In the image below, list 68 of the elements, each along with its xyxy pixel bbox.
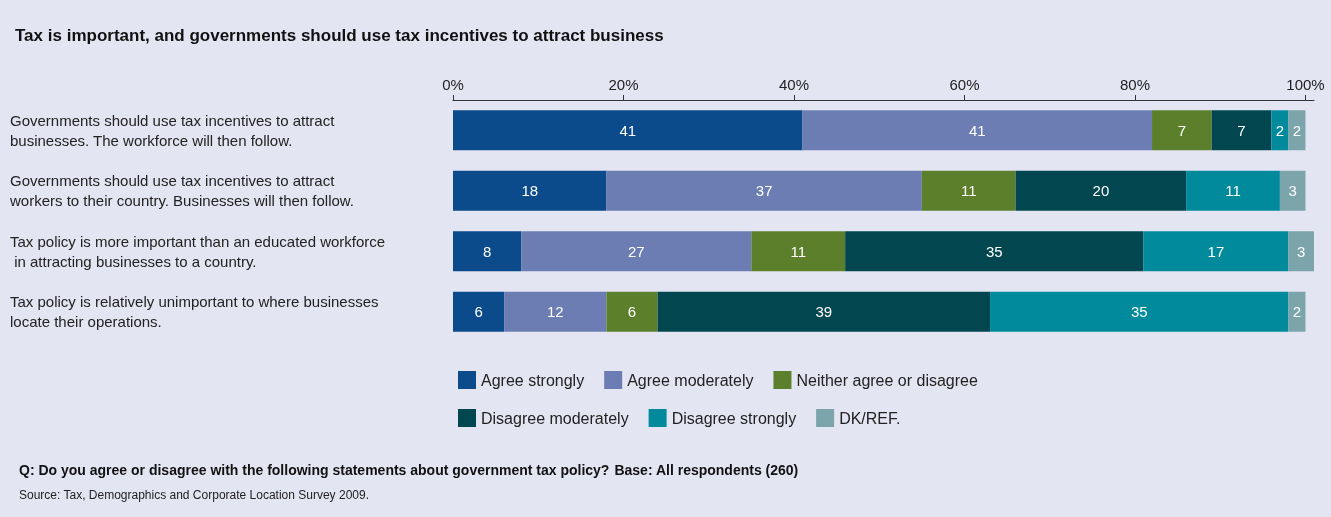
y-tick-label: Governments should use tax incentives to attract businesses. The workforce will then follow. [10,111,339,149]
data-label: 7 [1177,121,1187,139]
data-label: 41 [619,121,637,139]
data-label: 20 [1092,182,1110,200]
data-label: 6 [474,303,483,321]
text: Q: Do you agree or disagree with the following statements about government tax policy? [19,462,610,478]
bar [1271,110,1289,151]
data-label: 17 [1207,242,1225,260]
bar [1186,170,1280,211]
data-label: 27 [627,242,645,260]
data-label: 6 [627,303,637,321]
bar [845,231,1144,272]
bar [453,170,607,211]
data-label: 18 [521,182,539,200]
data-label: 35 [1130,303,1148,321]
x-tick-label: 20% [608,76,639,93]
bar [1152,110,1212,151]
data-label: 2 [1275,121,1285,139]
data-label: 7 [1237,121,1246,139]
bar [1288,110,1306,151]
bar [606,291,658,332]
x-tick-label: 40% [778,76,810,93]
bar [606,170,922,211]
data-label: 3 [1288,182,1297,200]
x-tick-label: 100% [1286,76,1325,93]
data-label: 2 [1292,121,1302,139]
bar [521,231,752,272]
y-tick-label: Tax policy is relatively unimportant to where businesses locate their operations. [10,293,383,331]
bar [990,291,1289,332]
data-label: 37 [755,182,773,200]
legend-label: DK/REF. [839,409,901,427]
bar [453,110,803,151]
legend-label: Neither agree or disagree [796,371,978,389]
legend-label: Agree moderately [627,371,754,389]
legend-label: Disagree strongly [671,409,797,427]
chart-title: Tax is important, and governments should use tax incentives to attract business [15,26,664,45]
bar [1288,291,1306,332]
y-tick-label: Governments should use tax incentives to attract workers to their country. Businesses will then follow. [9,172,355,210]
bar [802,110,1153,151]
bar [1143,231,1289,272]
data-label: 3 [1297,242,1306,260]
bar [1015,170,1187,211]
data-label: 41 [968,121,986,139]
data-label: 12 [546,303,564,321]
data-label: 11 [790,242,807,260]
bar [1279,170,1306,211]
text: Base: All respondents (260) [614,462,799,478]
x-tick-label: 60% [949,76,980,93]
data-label: 35 [985,242,1003,260]
data-label: 39 [815,303,833,321]
data-label: 11 [1225,182,1241,200]
legend-label: Agree strongly [481,371,585,389]
x-tick-label: 0% [442,76,464,93]
data-label: 8 [482,242,492,260]
y-tick-label: Tax policy is more important than an educated workforce in attracting businesses to a country. [10,232,386,270]
bar [453,231,522,272]
source-note: Source: Tax, Demographics and Corporate Location Survey 2009. [19,488,369,502]
bar [453,291,505,332]
bar [504,291,607,332]
legend-label: Disagree moderately [481,409,629,427]
bar [921,170,1016,211]
x-tick-label: 80% [1119,76,1150,93]
data-label: 11 [960,182,977,200]
data-label: 2 [1292,303,1302,321]
bar [657,291,991,332]
bar [1288,231,1314,272]
bar [1211,110,1272,151]
bar [751,231,846,272]
